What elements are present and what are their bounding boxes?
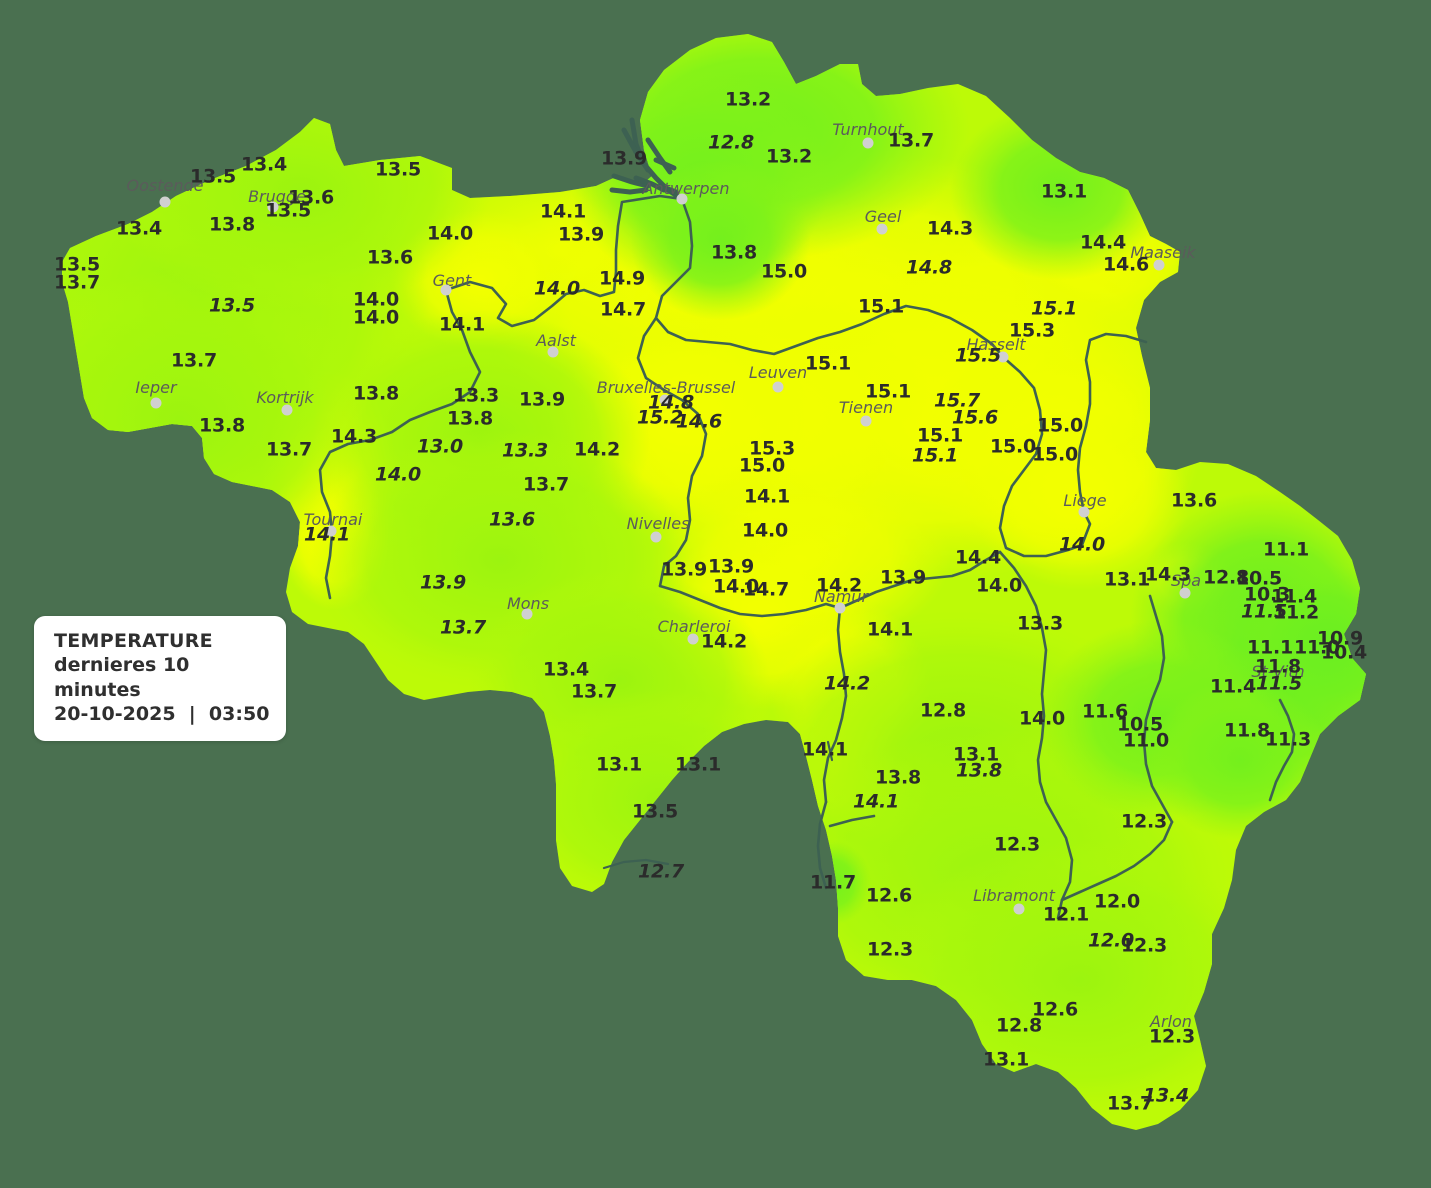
rivers	[609, 117, 685, 202]
city-marker-dot	[876, 223, 888, 235]
legend-subtitle: dernieres 10 minutes	[54, 654, 190, 701]
city-marker-dot	[281, 404, 293, 416]
city-marker-dot	[159, 196, 171, 208]
city-marker-dot	[650, 531, 662, 543]
legend-title: TEMPERATURE	[54, 630, 213, 652]
city-marker-dot	[687, 633, 699, 645]
city-marker-dot	[267, 201, 279, 213]
city-marker-dot	[1153, 259, 1165, 271]
city-marker-dot	[860, 415, 872, 427]
city-marker-dot	[440, 284, 452, 296]
city-marker-dot	[862, 137, 874, 149]
city-marker-dot	[997, 351, 1009, 363]
city-marker-dot	[1179, 587, 1191, 599]
city-marker-dot	[150, 397, 162, 409]
city-marker-dot	[772, 381, 784, 393]
city-marker-dot	[659, 394, 671, 406]
streams	[602, 740, 834, 870]
city-marker-dot	[676, 193, 688, 205]
city-marker-dot	[834, 602, 846, 614]
legend-datetime: 20-10-2025 | 03:50	[54, 702, 270, 725]
legend-card: TEMPERATURE dernieres 10 minutes 20-10-2…	[34, 616, 286, 742]
city-marker-dot	[1013, 903, 1025, 915]
city-marker-dot	[325, 525, 337, 537]
city-marker-dot	[547, 346, 559, 358]
city-marker-dot	[1078, 506, 1090, 518]
city-marker-dot	[521, 608, 533, 620]
